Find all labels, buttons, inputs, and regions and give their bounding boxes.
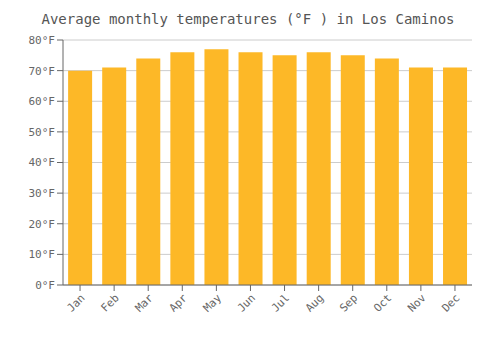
svg-text:30°F: 30°F (29, 187, 56, 200)
svg-text:80°F: 80°F (29, 34, 56, 47)
svg-text:Jul: Jul (269, 291, 292, 314)
svg-text:Sep: Sep (337, 291, 360, 314)
svg-text:Dec: Dec (439, 291, 462, 314)
html-text:Average monthly temperatures (: Average monthly temperatures (°F ) in Lo… (41, 11, 455, 27)
svg-text:Oct: Oct (371, 291, 394, 314)
svg-text:60°F: 60°F (29, 95, 56, 108)
svg-text:Jun: Jun (235, 291, 258, 314)
svg-text:Nov: Nov (405, 291, 429, 315)
svg-text:May: May (201, 291, 225, 315)
svg-text:0°F: 0°F (35, 279, 55, 292)
svg-text:70°F: 70°F (29, 65, 56, 78)
svg-text:20°F: 20°F (29, 218, 56, 231)
svg-text:Apr: Apr (167, 291, 191, 315)
svg-text:Aug: Aug (303, 291, 326, 314)
svg-text:10°F: 10°F (29, 248, 56, 261)
svg-text:Mar: Mar (133, 291, 157, 315)
svg-text:Jan: Jan (64, 291, 87, 314)
svg-text:40°F: 40°F (29, 156, 56, 169)
svg-text:Feb: Feb (99, 291, 122, 314)
svg-text:50°F: 50°F (29, 126, 56, 139)
